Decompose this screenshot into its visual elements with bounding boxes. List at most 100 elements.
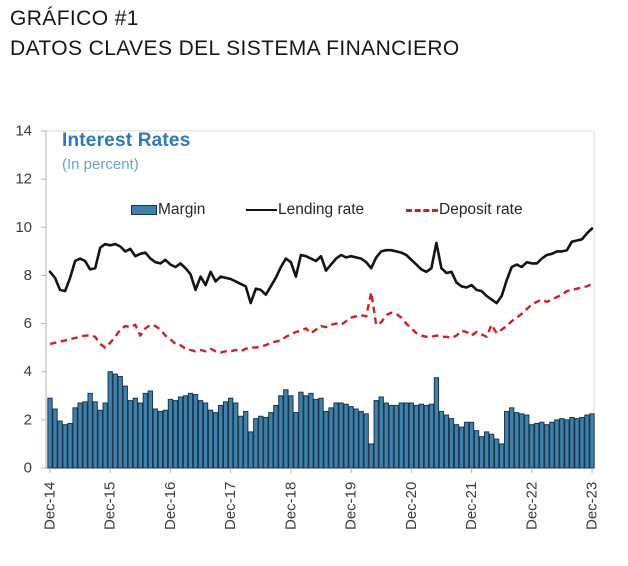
margin-bar [493,438,500,469]
margin-bar [519,413,525,469]
deposit-rate-line [49,282,593,354]
margin-bar [217,404,224,469]
margin-bar [87,392,93,469]
margin-bar [112,373,118,469]
margin-bar [52,408,58,469]
margin-bar [413,404,420,469]
x-axis-label: Dec-22 [523,482,540,530]
margin-bar [549,421,555,469]
margin-bar [514,412,520,469]
page-header: GRÁFICO #1 DATOS CLAVES DEL SISTEMA FINA… [10,4,460,64]
deposit-rate-line-icon [406,208,438,212]
margin-bar [443,414,450,469]
margin-bar [458,426,465,469]
chart-legend: Margin Lending rate Deposit rate [0,200,628,222]
legend-label-deposit-rate: Deposit rate [439,201,523,218]
margin-bar [152,408,159,469]
margin-bar [509,407,515,469]
margin-bar [323,410,329,469]
margin-bar [438,410,445,469]
chart-title: Interest Rates [62,130,191,151]
margin-bar [468,421,475,469]
margin-bar [187,392,194,469]
x-axis-label: Dec-17 [222,482,239,530]
y-axis-label: 2 [24,411,32,428]
lending-rate-line [48,227,594,305]
y-axis-label: 0 [24,460,32,477]
y-axis-label: 12 [15,171,32,188]
margin-bar [478,436,485,469]
margin-bar [504,410,510,469]
margin-bar [554,419,560,469]
margin-bar [418,403,425,469]
margin-bar [117,376,123,469]
margin-bar [569,416,575,469]
margin-bar [383,402,389,469]
margin-bar [207,409,214,469]
margin-bar [448,418,455,469]
margin-bar [378,396,384,469]
x-axis-label: Dec-21 [463,482,480,530]
margin-bar [97,409,103,469]
margin-bar [162,409,169,469]
y-axis-label: 6 [24,315,32,332]
margin-bar [298,391,304,469]
margin-bar [363,413,369,469]
margin-bar [288,395,294,469]
y-axis-label: 10 [15,219,32,236]
x-axis-label: Dec-16 [162,482,179,530]
legend-item-margin: Margin [131,200,205,220]
margin-bar [212,412,219,469]
legend-item-deposit-rate: Deposit rate [406,200,523,220]
y-axis-label: 14 [15,123,32,140]
margin-bar [248,431,254,469]
margin-bar [433,377,440,469]
margin-bar [147,390,154,469]
margin-bar [172,400,179,469]
margin-bar [564,419,570,469]
margin-bar [57,420,63,469]
margin-bar [122,385,128,469]
margin-bar [408,402,414,469]
margin-bar [333,402,339,469]
page-title-line-1: GRÁFICO #1 [10,7,139,30]
margin-bar [393,404,399,469]
margin-bar [273,404,279,469]
margin-bar [338,402,344,469]
chart-canvas: 0 2 4 6 8 10 12 14 Dec-14 Dec-15 Dec-16 Dec-17 Dec-1… [15,123,601,531]
y-axis-label: 8 [24,267,32,284]
x-axis-label: Dec-23 [584,482,601,530]
margin-bar [268,412,274,469]
margin-bar [197,400,204,469]
margin-bar [67,422,73,469]
margin-bar [142,392,149,469]
margin-bar [453,424,460,469]
margin-bar [47,397,53,469]
margin-bar [308,392,314,469]
margin-bar [283,389,289,469]
margin-bar [488,433,495,469]
margin-bar [62,424,68,469]
margin-bar [157,410,164,469]
margin-bar [544,424,550,469]
chart-area: 0 2 4 6 8 10 12 14 Dec-14 Dec-15 Dec-16 Dec-17 Dec-1… [0,110,628,566]
margin-bar [177,396,184,469]
x-axis-label: Dec-18 [282,482,299,530]
margin-bar [589,413,595,469]
margin-bar [132,397,138,469]
margin-bar [278,395,284,469]
margin-bar [499,443,505,469]
margin-bar [192,394,199,469]
margin-bar [388,404,394,469]
margin-bar [253,418,259,469]
margin-bar [228,397,234,469]
margin-bar [127,400,133,469]
margin-bar [529,424,535,469]
margin-bar [348,406,354,469]
legend-item-lending-rate: Lending rate [246,200,364,220]
margin-bar [358,410,364,469]
margin-bar [238,415,244,469]
margin-bar [559,418,565,469]
margin-bar [473,430,480,469]
